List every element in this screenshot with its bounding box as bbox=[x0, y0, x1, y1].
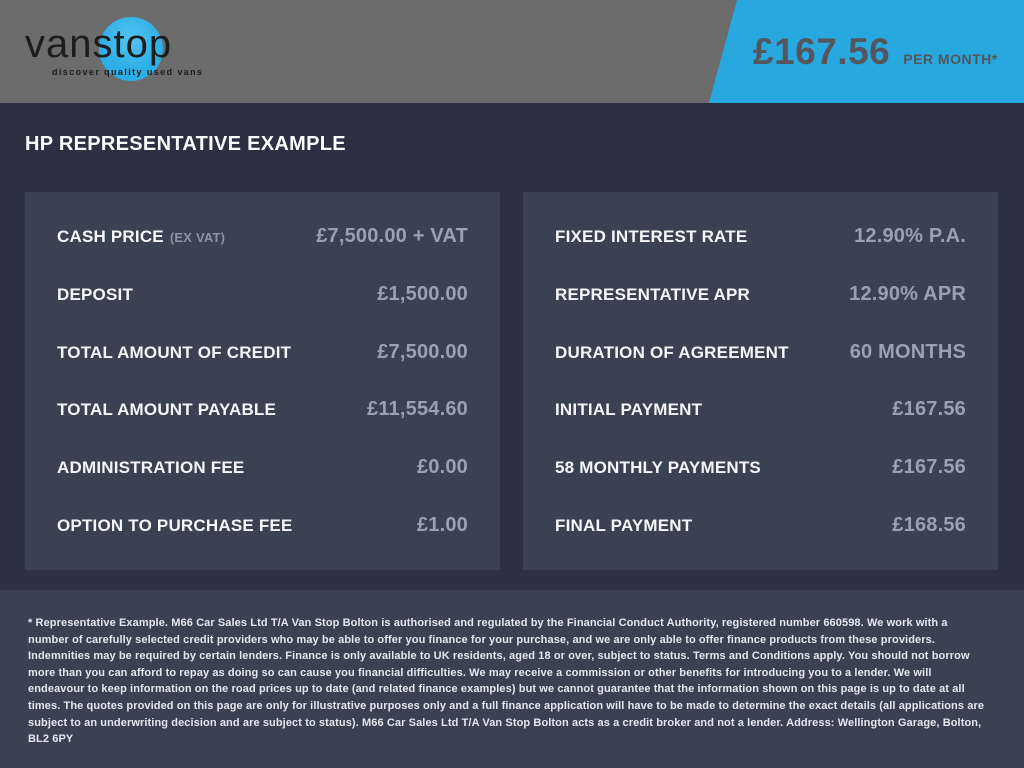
row-initial-payment: INITIAL PAYMENT £167.56 bbox=[555, 398, 966, 421]
row-value: £11,554.60 bbox=[367, 398, 468, 421]
row-label: 58 MONTHLY PAYMENTS bbox=[555, 458, 761, 478]
finance-panel-left: CASH PRICE (EX VAT) £7,500.00 + VAT DEPOS… bbox=[25, 192, 500, 570]
row-value: £1.00 bbox=[416, 513, 468, 536]
label-text: CASH PRICE bbox=[57, 227, 164, 246]
row-deposit: DEPOSIT £1,500.00 bbox=[57, 283, 468, 306]
header: vanstop discover quality used vans £167.… bbox=[0, 0, 1024, 103]
disclaimer-section: * Representative Example. M66 Car Sales … bbox=[0, 590, 1024, 768]
logo-tagline: discover quality used vans bbox=[52, 67, 204, 77]
row-label: TOTAL AMOUNT PAYABLE bbox=[57, 400, 277, 420]
row-total-amount-of-credit: TOTAL AMOUNT OF CREDIT £7,500.00 bbox=[57, 341, 468, 364]
row-value: £7,500.00 bbox=[377, 340, 468, 363]
row-value: 12.90% P.A. bbox=[854, 225, 966, 247]
row-value: £167.56 bbox=[892, 456, 966, 479]
price-inner: £167.56 PER MONTH* bbox=[753, 31, 998, 73]
blue-wedge-shape bbox=[709, 0, 1024, 103]
row-value: £168.56 bbox=[892, 513, 966, 536]
row-administration-fee: ADMINISTRATION FEE £0.00 bbox=[57, 456, 468, 479]
row-label: INITIAL PAYMENT bbox=[555, 400, 703, 420]
logo-wordmark: vanstop bbox=[25, 22, 173, 66]
row-option-to-purchase-fee: OPTION TO PURCHASE FEE £1.00 bbox=[57, 514, 468, 537]
page-title: HP REPRESENTATIVE EXAMPLE bbox=[25, 133, 346, 155]
row-label: FIXED INTEREST RATE bbox=[555, 227, 748, 246]
row-value: 12.90% APR bbox=[849, 282, 966, 305]
row-fixed-interest-rate: FIXED INTEREST RATE 12.90% P.A. bbox=[555, 225, 966, 248]
row-cash-price: CASH PRICE (EX VAT) £7,500.00 + VAT bbox=[57, 225, 468, 248]
row-label: REPRESENTATIVE APR bbox=[555, 284, 751, 304]
finance-panel-right: FIXED INTEREST RATE 12.90% P.A. REPRESEN… bbox=[523, 192, 998, 570]
row-value: 60 MONTHS bbox=[849, 340, 966, 363]
label-subtext: (EX VAT) bbox=[169, 230, 226, 245]
row-representative-apr: REPRESENTATIVE APR 12.90% APR bbox=[555, 283, 966, 306]
row-label: TOTAL AMOUNT OF CREDIT bbox=[57, 342, 292, 362]
row-final-payment: FINAL PAYMENT £168.56 bbox=[555, 514, 966, 537]
monthly-price-amount: £167.56 bbox=[753, 30, 891, 72]
row-label: OPTION TO PURCHASE FEE bbox=[57, 515, 293, 535]
row-label: DEPOSIT bbox=[57, 284, 134, 304]
disclaimer-text: * Representative Example. M66 Car Sales … bbox=[28, 617, 985, 746]
row-monthly-payments: 58 MONTHLY PAYMENTS £167.56 bbox=[555, 456, 966, 479]
vanstop-logo: vanstop discover quality used vans bbox=[25, 10, 245, 100]
row-total-amount-payable: TOTAL AMOUNT PAYABLE £11,554.60 bbox=[57, 398, 468, 421]
row-value: £7,500.00 + VAT bbox=[316, 225, 468, 247]
logo-blue-circle bbox=[99, 17, 163, 81]
row-label: DURATION OF AGREEMENT bbox=[555, 342, 789, 362]
row-label: CASH PRICE (EX VAT) bbox=[57, 227, 225, 247]
price-banner: £167.56 PER MONTH* bbox=[753, 0, 998, 103]
row-value: £0.00 bbox=[416, 456, 468, 479]
row-duration-of-agreement: DURATION OF AGREEMENT 60 MONTHS bbox=[555, 341, 966, 364]
row-value: £167.56 bbox=[892, 398, 966, 421]
row-label: FINAL PAYMENT bbox=[555, 515, 693, 535]
monthly-price-period: PER MONTH* bbox=[903, 50, 998, 67]
row-label: ADMINISTRATION FEE bbox=[57, 458, 245, 478]
row-value: £1,500.00 bbox=[377, 282, 468, 305]
